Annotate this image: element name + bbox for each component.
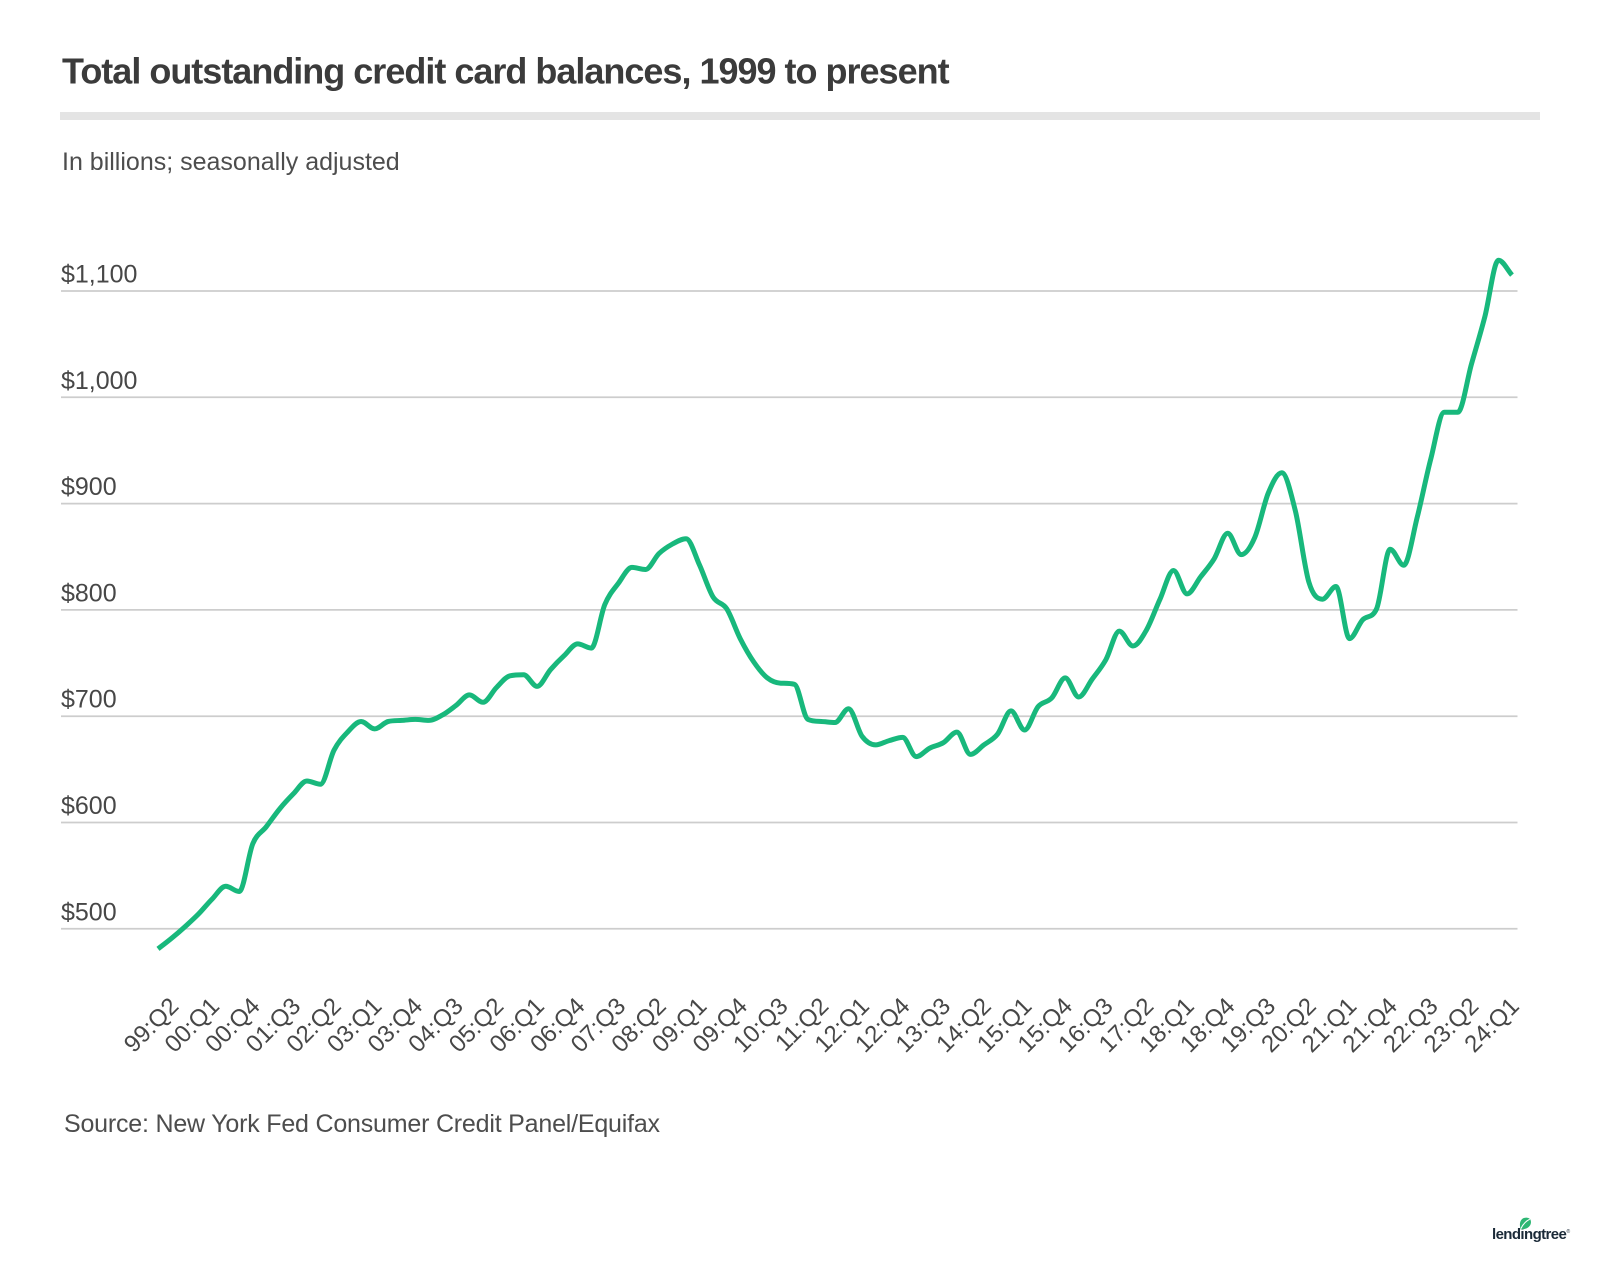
- svg-text:Source: New York Fed Consumer: Source: New York Fed Consumer Credit Pan…: [64, 1110, 661, 1138]
- svg-text:®: ®: [1567, 1228, 1571, 1235]
- svg-text:$800: $800: [61, 579, 117, 607]
- svg-text:In billions; seasonally adjust: In billions; seasonally adjusted: [62, 148, 400, 176]
- svg-text:$500: $500: [61, 898, 117, 926]
- svg-text:$700: $700: [61, 686, 117, 714]
- svg-text:$900: $900: [61, 473, 117, 501]
- svg-text:$600: $600: [61, 792, 117, 820]
- svg-text:$1,100: $1,100: [61, 261, 137, 289]
- svg-text:$1,000: $1,000: [61, 367, 137, 395]
- svg-text:Total outstanding credit card: Total outstanding credit card balances, …: [62, 51, 950, 92]
- svg-text:lendingtree: lendingtree: [1492, 1226, 1567, 1243]
